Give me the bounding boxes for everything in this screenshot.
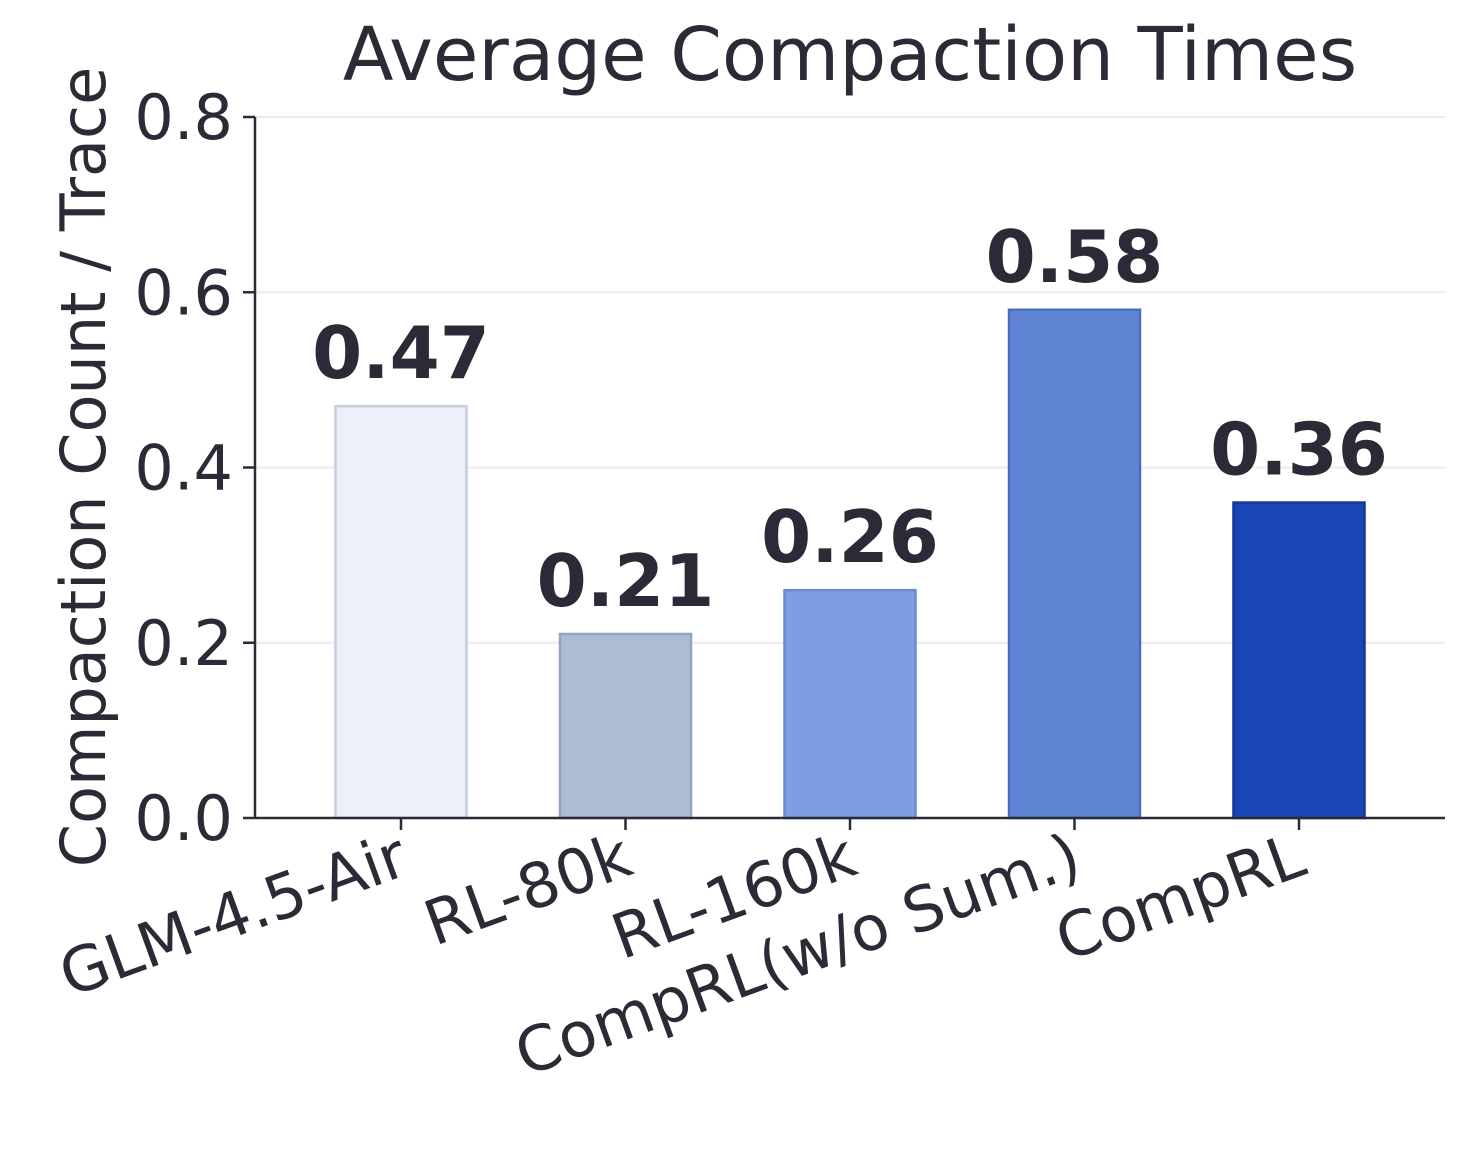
bars <box>334 308 1366 820</box>
y-tick-label: 0.0 <box>134 782 233 855</box>
x-tick-label: CompRL <box>1046 818 1314 975</box>
bar <box>334 404 468 820</box>
data-labels: 0.47 0.21 0.26 0.58 0.36 <box>312 215 1388 623</box>
y-axis-label: Compaction Count / Trace <box>47 67 120 867</box>
y-tick-label: 0.2 <box>134 607 233 680</box>
data-label: 0.21 <box>537 539 715 623</box>
x-tick-label: RL-80k <box>415 818 641 960</box>
bar <box>1007 308 1142 820</box>
bar <box>1232 501 1366 820</box>
y-ticks: 0.0 0.2 0.4 0.6 0.8 <box>134 81 255 855</box>
bar <box>783 588 917 820</box>
y-tick-label: 0.4 <box>134 432 233 505</box>
data-label: 0.26 <box>761 495 939 579</box>
y-tick-label: 0.8 <box>134 81 233 154</box>
y-tick-label: 0.6 <box>134 256 233 329</box>
data-label: 0.58 <box>986 215 1164 299</box>
bar <box>558 632 693 820</box>
chart-title: Average Compaction Times <box>343 12 1357 98</box>
data-label: 0.47 <box>312 311 490 395</box>
data-label: 0.36 <box>1210 408 1388 492</box>
